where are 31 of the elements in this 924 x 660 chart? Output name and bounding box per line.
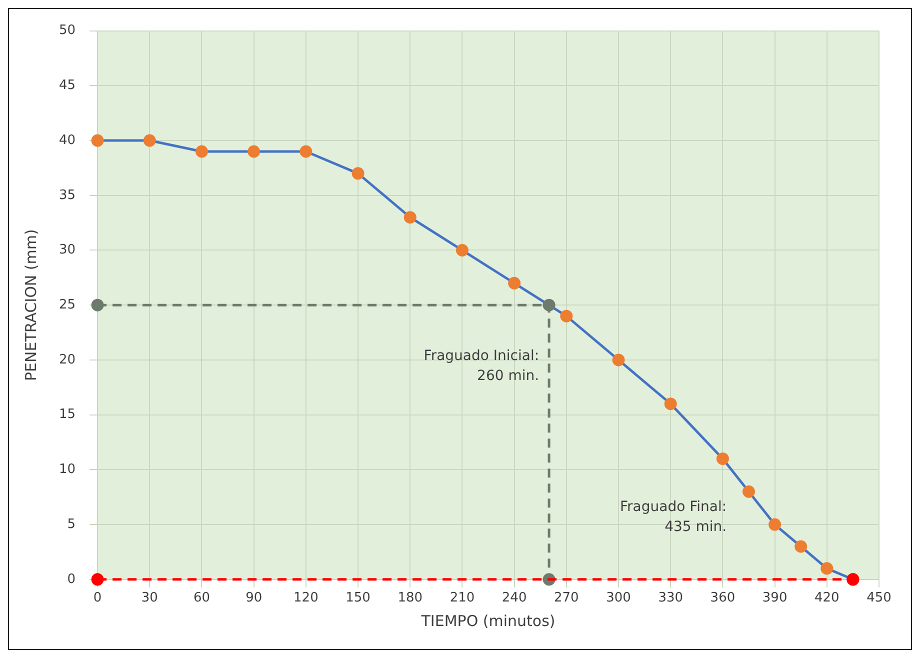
y-tick-label: 20 bbox=[58, 352, 76, 368]
y-tick-label: 5 bbox=[67, 516, 76, 532]
annotation: Fraguado Inicial: 260 min. bbox=[424, 348, 540, 384]
x-tick-label: 180 bbox=[398, 590, 423, 606]
annotation: Fraguado Final: 435 min. bbox=[620, 498, 727, 535]
y-tick-label: 15 bbox=[58, 407, 76, 422]
x-tick-label: 420 bbox=[814, 590, 840, 606]
y-tick-label: 25 bbox=[58, 297, 76, 312]
y-tick-label: 50 bbox=[58, 23, 76, 38]
x-tick-label: 30 bbox=[141, 590, 158, 606]
x-tick-label: 120 bbox=[294, 590, 318, 606]
x-tick-label: 210 bbox=[450, 590, 475, 606]
y-tick-label: 35 bbox=[58, 188, 76, 203]
x-tick-label: 450 bbox=[866, 590, 892, 606]
x-tick-label: 240 bbox=[502, 590, 527, 606]
x-axis-title: TIEMPO (minutos) bbox=[420, 612, 556, 630]
x-tick-label: 270 bbox=[554, 590, 579, 606]
y-tick-label: 30 bbox=[58, 242, 76, 258]
x-tick-label: 360 bbox=[710, 590, 736, 606]
y-axis-title: PENETRACION (mm) bbox=[22, 229, 40, 382]
x-tick-label: 90 bbox=[246, 590, 262, 606]
x-tick-label: 390 bbox=[762, 590, 788, 606]
x-tick-label: 60 bbox=[193, 590, 210, 606]
y-tick-label: 0 bbox=[67, 572, 76, 587]
x-tick-label: 300 bbox=[606, 590, 631, 606]
x-tick-label: 0 bbox=[93, 590, 102, 606]
y-tick-label: 10 bbox=[58, 462, 76, 478]
x-tick-label: 330 bbox=[658, 590, 684, 606]
y-tick-label: 45 bbox=[58, 78, 76, 94]
x-tick-label: 150 bbox=[346, 590, 370, 606]
y-tick-label: 40 bbox=[58, 132, 76, 148]
